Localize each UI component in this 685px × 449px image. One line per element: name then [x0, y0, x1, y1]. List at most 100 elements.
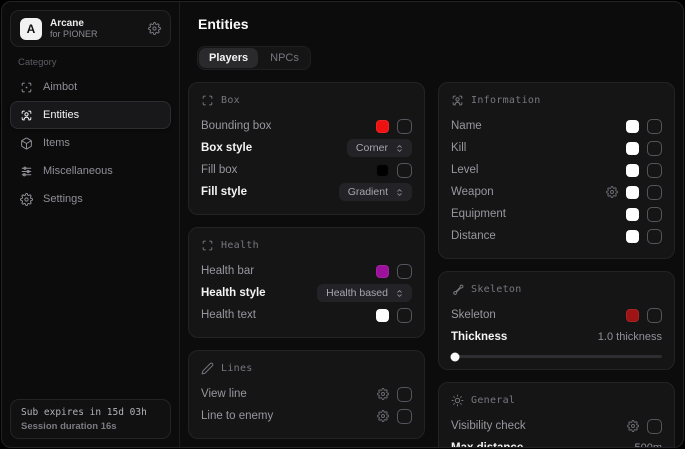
sidebar-item-entities[interactable]: Entities	[10, 101, 171, 129]
header-settings-button[interactable]	[148, 22, 161, 35]
setting-label: Visibility check	[451, 420, 526, 432]
card-title: Skeleton	[471, 283, 522, 295]
color-swatch[interactable]	[626, 308, 639, 322]
color-swatch[interactable]	[626, 119, 639, 133]
color-swatch[interactable]	[376, 163, 389, 177]
setting-row: Skeleton	[451, 304, 662, 326]
lines-card: Lines View line Line to enemy	[188, 350, 425, 439]
fill-style-select[interactable]: Gradient	[338, 183, 412, 201]
aimbot-icon	[20, 81, 33, 94]
checkbox[interactable]	[647, 228, 662, 244]
scan-box-icon	[201, 94, 214, 107]
page-title: Entities	[198, 16, 249, 32]
setting-row: Distance	[451, 225, 662, 247]
checkbox[interactable]	[647, 307, 662, 323]
pencil-icon	[201, 362, 214, 375]
setting-row: Weapon	[451, 181, 662, 203]
setting-row: Equipment	[451, 203, 662, 225]
color-swatch[interactable]	[626, 229, 639, 243]
thickness-slider[interactable]	[450, 352, 662, 361]
chevron-up-down-icon	[394, 288, 405, 299]
category-label: Category	[18, 57, 57, 68]
setting-label: Line to enemy	[201, 410, 274, 422]
sidebar-item-settings[interactable]: Settings	[10, 185, 171, 213]
sidebar-item-miscellaneous[interactable]: Miscellaneous	[10, 157, 171, 185]
checkbox[interactable]	[647, 418, 662, 434]
gear-icon[interactable]	[377, 388, 389, 400]
setting-row: Level	[451, 159, 662, 181]
gear-icon[interactable]	[377, 410, 389, 422]
setting-row: Health text	[201, 304, 412, 326]
slider-value: 1.0 thickness	[597, 331, 662, 343]
card-title: Lines	[221, 362, 253, 374]
setting-row: Fill box	[201, 159, 412, 181]
setting-label: Kill	[451, 142, 467, 154]
tab-npcs[interactable]: NPCs	[270, 52, 299, 64]
sidebar-item-aimbot[interactable]: Aimbot	[10, 73, 171, 101]
tab-players[interactable]: Players	[199, 48, 259, 68]
checkbox[interactable]	[397, 162, 412, 178]
sidebar-item-label: Entities	[43, 109, 80, 121]
card-title: Box	[221, 94, 240, 106]
setting-label: View line	[201, 388, 247, 400]
app-logo: A	[20, 17, 42, 40]
card-title: Health	[221, 239, 259, 251]
setting-label: Fill box	[201, 164, 238, 176]
health-style-select[interactable]: Health based	[317, 284, 412, 302]
setting-row: View line	[201, 383, 412, 405]
chevron-up-down-icon	[394, 187, 405, 198]
user-scan-icon	[451, 94, 464, 107]
gear-icon[interactable]	[627, 420, 639, 432]
color-swatch[interactable]	[626, 207, 639, 221]
slider-label-row: Max distance 500m	[451, 437, 662, 448]
sidebar-item-label: Items	[43, 137, 70, 149]
checkbox[interactable]	[397, 118, 412, 134]
select-value: Gradient	[347, 186, 388, 198]
main-content: Entities Players NPCs Box Bounding box	[180, 2, 683, 447]
gear-icon[interactable]	[606, 186, 618, 198]
color-swatch[interactable]	[626, 141, 639, 155]
setting-label: Distance	[451, 230, 496, 242]
app-header-card: A Arcane for PIONER	[10, 10, 171, 47]
checkbox[interactable]	[647, 162, 662, 178]
color-swatch[interactable]	[376, 119, 389, 133]
setting-label: Box style	[201, 142, 253, 154]
checkbox[interactable]	[397, 408, 412, 424]
slider-thumb[interactable]	[450, 352, 460, 361]
checkbox[interactable]	[647, 140, 662, 156]
cube-icon	[20, 137, 33, 150]
color-swatch[interactable]	[376, 308, 389, 322]
card-title: General	[471, 394, 516, 406]
checkbox[interactable]	[397, 386, 412, 402]
setting-row: Kill	[451, 137, 662, 159]
information-card: Information Name Kill	[438, 82, 675, 259]
checkbox[interactable]	[397, 263, 412, 279]
color-swatch[interactable]	[626, 163, 639, 177]
setting-label: Bounding box	[201, 120, 272, 132]
bone-icon	[451, 283, 464, 296]
checkbox[interactable]	[397, 307, 412, 323]
checkbox[interactable]	[647, 118, 662, 134]
setting-label: Name	[451, 120, 482, 132]
setting-label: Weapon	[451, 186, 494, 198]
scan-box-icon	[201, 239, 214, 252]
sidebar-item-label: Settings	[43, 193, 83, 205]
sidebar-item-items[interactable]: Items	[10, 129, 171, 157]
setting-row: Fill style Gradient	[201, 181, 412, 203]
right-column: Information Name Kill	[438, 82, 675, 448]
subscription-info-card: Sub expires in 15d 03h Session duration …	[10, 399, 171, 439]
slider-value: 500m	[634, 442, 662, 448]
setting-label: Level	[451, 164, 479, 176]
setting-label: Health text	[201, 309, 256, 321]
sidebar: A Arcane for PIONER Category Aimbot Enti…	[2, 2, 180, 447]
checkbox[interactable]	[647, 184, 662, 200]
gear-icon	[20, 193, 33, 206]
box-style-select[interactable]: Corner	[346, 139, 412, 157]
session-duration-text: Session duration 16s	[21, 421, 117, 432]
skeleton-card: Skeleton Skeleton Thickness 1.0 thicknes…	[438, 271, 675, 370]
color-swatch[interactable]	[626, 185, 639, 199]
color-swatch[interactable]	[376, 264, 389, 278]
sub-expires-text: Sub expires in 15d 03h	[21, 407, 147, 418]
checkbox[interactable]	[647, 206, 662, 222]
